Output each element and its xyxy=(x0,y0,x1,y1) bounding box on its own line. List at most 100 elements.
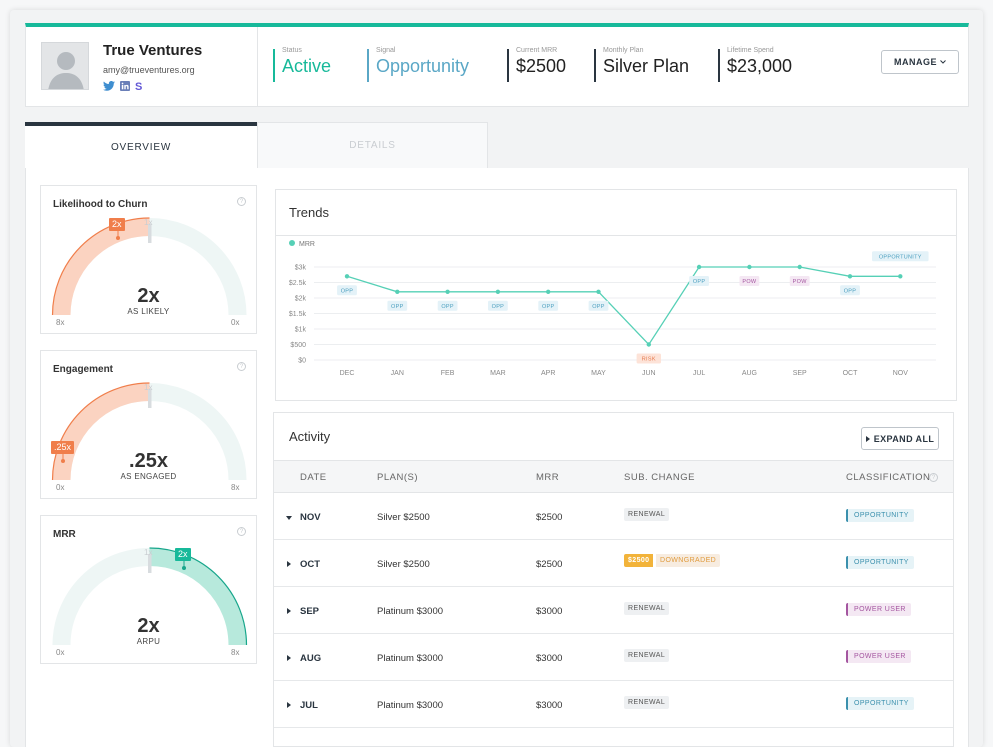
x-tick-label: OCT xyxy=(843,370,859,377)
gauge-max-label: 0x xyxy=(231,318,240,327)
caret-right-icon[interactable] xyxy=(287,608,291,614)
gauge-subtitle: ARPU xyxy=(136,637,161,646)
point-label: OPP xyxy=(592,304,605,310)
point-label-bg xyxy=(739,276,760,286)
stat-label: Monthly Plan xyxy=(603,47,644,54)
gauge-fill xyxy=(52,218,150,316)
col-sub-change[interactable]: SUB. CHANGE xyxy=(624,472,695,483)
gauge-value: .25x xyxy=(129,450,168,472)
point-label-bg xyxy=(387,300,408,311)
y-tick-label: $1.5k xyxy=(289,311,307,318)
stripe-icon[interactable]: S xyxy=(135,78,143,96)
row-plan: Silver $2500 xyxy=(377,559,430,570)
table-row[interactable]: AUG Platinum $3000 $3000 RENEWAL POWER U… xyxy=(274,634,953,681)
mrr-data-point xyxy=(546,289,551,294)
sub-change-badge: DOWNGRADED xyxy=(656,554,721,567)
caret-right-icon[interactable] xyxy=(287,561,291,567)
stat-label: Current MRR xyxy=(516,47,558,54)
stat-current-mrr: Current MRR $2500 xyxy=(507,47,566,82)
caret-right-icon[interactable] xyxy=(287,655,291,661)
twitter-icon[interactable] xyxy=(103,78,115,96)
manage-label: MANAGE xyxy=(894,57,937,67)
point-label: OPP xyxy=(844,288,857,294)
help-icon[interactable]: ? xyxy=(237,527,246,536)
activity-title: Activity xyxy=(289,429,331,444)
gauge-title: MRR xyxy=(53,529,76,540)
gauge-tag: 2x xyxy=(175,548,191,561)
gauge-title: Likelihood to Churn xyxy=(53,199,148,210)
expand-all-button[interactable]: EXPAND ALL xyxy=(861,427,939,450)
point-label: OPP xyxy=(441,304,454,310)
stat-label: Lifetime Spend xyxy=(727,47,774,54)
gauge-subtitle: AS ENGAGED xyxy=(120,472,177,481)
mrr-trend-chart: MRR $0 $500 $1k $1.5k $2k $2.5k $3k DEC JAN FEB MAR… xyxy=(289,240,936,377)
sub-change-badge: RENEWAL xyxy=(624,508,670,521)
x-tick-label: FEB xyxy=(441,370,455,377)
point-label: OPP xyxy=(492,304,505,310)
tab-overview[interactable]: OVERVIEW xyxy=(25,122,257,169)
mrr-series-line xyxy=(346,266,901,346)
help-icon[interactable]: ? xyxy=(237,362,246,371)
stat-label: Signal xyxy=(376,47,396,54)
help-icon[interactable]: ? xyxy=(237,197,246,206)
mrr-data-point xyxy=(445,289,450,294)
caret-down-icon[interactable] xyxy=(286,516,292,520)
manage-button[interactable]: MANAGE xyxy=(881,50,959,74)
row-plan: Platinum $3000 xyxy=(377,653,444,664)
churn-gauge-card: Likelihood to Churn ? 2x 1x 2x AS LIKELY… xyxy=(40,185,257,334)
gauge-subtitle: AS LIKELY xyxy=(127,307,170,316)
expand-all-label: EXPAND ALL xyxy=(873,433,935,444)
x-tick-label: APR xyxy=(541,370,555,377)
point-label-bg xyxy=(789,276,810,286)
engagement-gauge-card: Engagement ? .25x 1x .25x AS ENGAGED 0x … xyxy=(40,350,257,499)
sub-change-badge: RENEWAL xyxy=(624,602,670,615)
table-row[interactable]: JUL Platinum $3000 $3000 RENEWAL OPPORTU… xyxy=(274,681,953,728)
table-row[interactable]: NOV Silver $2500 $2500 RENEWAL OPPORTUNI… xyxy=(274,493,953,540)
table-header: DATE PLAN(S) MRR SUB. CHANGE CLASSIFICAT… xyxy=(274,460,953,493)
trends-card: Trends MRR $0 $500 $1k $1.5k $2k $2.5k $3k DEC JA… xyxy=(275,189,957,401)
gauge-max-label: 8x xyxy=(231,483,240,492)
point-label-bg xyxy=(488,300,508,311)
y-tick-label: $2k xyxy=(295,296,307,303)
stat-value: $23,000 xyxy=(727,56,793,76)
stat-lifetime-spend: Lifetime Spend $23,000 xyxy=(718,47,793,82)
x-tick-label: JUL xyxy=(693,370,706,377)
col-mrr[interactable]: MRR xyxy=(536,472,560,483)
tab-details[interactable]: DETAILS xyxy=(257,122,488,169)
stat-value: Silver Plan xyxy=(603,56,690,76)
caret-right-icon[interactable] xyxy=(287,702,291,708)
linkedin-icon[interactable] xyxy=(120,78,130,96)
col-plans[interactable]: PLAN(S) xyxy=(377,472,418,483)
app-frame: True Ventures amy@trueventures.org S Sta… xyxy=(10,10,983,747)
y-tick-label: $1k xyxy=(295,327,307,334)
gauge-marker xyxy=(148,389,152,408)
row-plan: Silver $2500 xyxy=(377,512,430,523)
x-tick-label: AUG xyxy=(742,370,757,377)
stat-value: Active xyxy=(282,56,332,76)
point-label: OPP xyxy=(341,288,354,294)
x-tick-label: MAR xyxy=(490,370,506,377)
row-mrr: $3000 xyxy=(536,700,563,711)
chevron-down-icon xyxy=(940,60,946,64)
x-tick-label: MAY xyxy=(591,370,606,377)
help-icon[interactable]: ? xyxy=(929,473,938,482)
y-tick-label: $3k xyxy=(295,265,307,272)
mrr-data-point xyxy=(646,342,651,347)
table-row[interactable]: SEP Platinum $3000 $3000 RENEWAL POWER U… xyxy=(274,587,953,634)
row-month: OCT xyxy=(300,559,321,570)
mrr-data-point xyxy=(797,264,802,270)
gauge-min-label: 0x xyxy=(56,483,65,492)
x-tick-label: JUN xyxy=(642,370,656,377)
contact-email: amy@trueventures.org xyxy=(103,65,195,75)
classification-badge: OPPORTUNITY xyxy=(846,697,914,710)
point-label: POW xyxy=(793,279,808,285)
gauge-value: 2x xyxy=(137,615,160,637)
point-label: POW xyxy=(742,279,757,285)
table-row[interactable]: OCT Silver $2500 $2500 $2500 DOWNGRADED … xyxy=(274,540,953,587)
col-classification[interactable]: CLASSIFICATION xyxy=(846,472,931,483)
y-tick-label: $2.5k xyxy=(289,280,307,287)
row-plan: Platinum $3000 xyxy=(377,606,444,617)
point-label-bg xyxy=(337,285,357,296)
row-month: NOV xyxy=(300,512,321,523)
col-date[interactable]: DATE xyxy=(300,472,327,483)
